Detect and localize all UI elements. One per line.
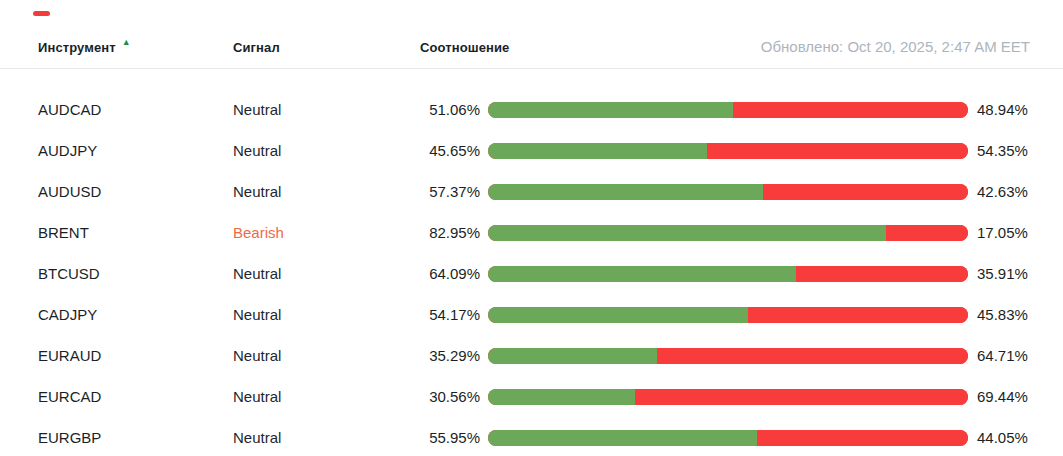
column-header-instrument[interactable]: Инструмент ▲ (38, 40, 233, 55)
sentiment-table-widget: Инструмент ▲ Сигнал Соотношение Обновлен… (0, 0, 1063, 456)
instrument-cell: EURCAD (38, 388, 233, 405)
instrument-cell: CADJPY (38, 306, 233, 323)
sell-percent-label: 17.05% (977, 224, 1028, 241)
buy-percent-label: 54.17% (420, 306, 480, 323)
table-row[interactable]: AUDUSD Neutral 57.37% 42.63% (0, 171, 1063, 212)
buy-percent-label: 30.56% (420, 388, 480, 405)
sell-percent-label: 64.71% (977, 347, 1028, 364)
table-header: Инструмент ▲ Сигнал Соотношение Обновлен… (0, 0, 1063, 69)
sentiment-ratio-bar (488, 225, 968, 241)
signal-cell: Neutral (233, 429, 420, 446)
signal-cell: Neutral (233, 265, 420, 282)
buy-bar-segment (488, 430, 757, 446)
buy-bar-segment (488, 225, 886, 241)
buy-percent-label: 55.95% (420, 429, 480, 446)
table-row[interactable]: EURGBP Neutral 55.95% 44.05% (0, 417, 1063, 456)
signal-cell: Neutral (233, 388, 420, 405)
signal-cell: Neutral (233, 101, 420, 118)
sell-percent-label: 54.35% (977, 142, 1028, 159)
sell-percent-label: 45.83% (977, 306, 1028, 323)
table-row[interactable]: BRENT Bearish 82.95% 17.05% (0, 212, 1063, 253)
sell-bar-segment (733, 102, 968, 118)
buy-percent-label: 82.95% (420, 224, 480, 241)
sell-percent-label: 48.94% (977, 101, 1028, 118)
buy-percent-label: 51.06% (420, 101, 480, 118)
sentiment-ratio-bar (488, 184, 968, 200)
buy-percent-label: 35.29% (420, 347, 480, 364)
instrument-cell: AUDUSD (38, 183, 233, 200)
sentiment-ratio-bar (488, 348, 968, 364)
sell-bar-segment (748, 307, 968, 323)
sentiment-ratio-bar (488, 307, 968, 323)
sell-bar-segment (886, 225, 968, 241)
buy-percent-label: 64.09% (420, 265, 480, 282)
sell-percent-label: 35.91% (977, 265, 1028, 282)
sort-ascending-icon: ▲ (122, 37, 131, 47)
table-row[interactable]: BTCUSD Neutral 64.09% 35.91% (0, 253, 1063, 294)
table-row[interactable]: EURCAD Neutral 30.56% 69.44% (0, 376, 1063, 417)
table-row[interactable]: EURAUD Neutral 35.29% 64.71% (0, 335, 1063, 376)
instrument-cell: EURAUD (38, 347, 233, 364)
sentiment-ratio-bar (488, 102, 968, 118)
red-dash-icon (33, 11, 50, 16)
sell-bar-segment (657, 348, 968, 364)
sell-bar-segment (707, 143, 968, 159)
sentiment-ratio-bar (488, 389, 968, 405)
buy-bar-segment (488, 184, 763, 200)
buy-bar-segment (488, 307, 748, 323)
sentiment-ratio-bar (488, 266, 968, 282)
buy-percent-label: 57.37% (420, 183, 480, 200)
buy-bar-segment (488, 143, 707, 159)
signal-cell: Neutral (233, 183, 420, 200)
sell-bar-segment (635, 389, 968, 405)
sell-bar-segment (796, 266, 968, 282)
updated-timestamp: Обновлено: Oct 20, 2025, 2:47 AM EET (761, 38, 1030, 55)
column-header-signal[interactable]: Сигнал (233, 40, 420, 55)
signal-cell: Neutral (233, 347, 420, 364)
sell-percent-label: 42.63% (977, 183, 1028, 200)
signal-cell: Neutral (233, 306, 420, 323)
instrument-cell: AUDCAD (38, 101, 233, 118)
table-row[interactable]: CADJPY Neutral 54.17% 45.83% (0, 294, 1063, 335)
instrument-cell: AUDJPY (38, 142, 233, 159)
instrument-cell: EURGBP (38, 429, 233, 446)
column-header-instrument-label: Инструмент (38, 40, 116, 55)
sentiment-ratio-bar (488, 143, 968, 159)
instrument-cell: BTCUSD (38, 265, 233, 282)
sell-bar-segment (763, 184, 968, 200)
table-body: AUDCAD Neutral 51.06% 48.94% AUDJPY Neut… (0, 69, 1063, 456)
sell-percent-label: 69.44% (977, 388, 1028, 405)
buy-percent-label: 45.65% (420, 142, 480, 159)
instrument-cell: BRENT (38, 224, 233, 241)
buy-bar-segment (488, 348, 657, 364)
column-header-ratio[interactable]: Соотношение (420, 40, 480, 55)
buy-bar-segment (488, 389, 635, 405)
signal-cell: Bearish (233, 224, 420, 241)
buy-bar-segment (488, 266, 796, 282)
table-row[interactable]: AUDCAD Neutral 51.06% 48.94% (0, 89, 1063, 130)
sentiment-ratio-bar (488, 430, 968, 446)
sell-bar-segment (757, 430, 968, 446)
buy-bar-segment (488, 102, 733, 118)
signal-cell: Neutral (233, 142, 420, 159)
table-row[interactable]: AUDJPY Neutral 45.65% 54.35% (0, 130, 1063, 171)
sell-percent-label: 44.05% (977, 429, 1028, 446)
